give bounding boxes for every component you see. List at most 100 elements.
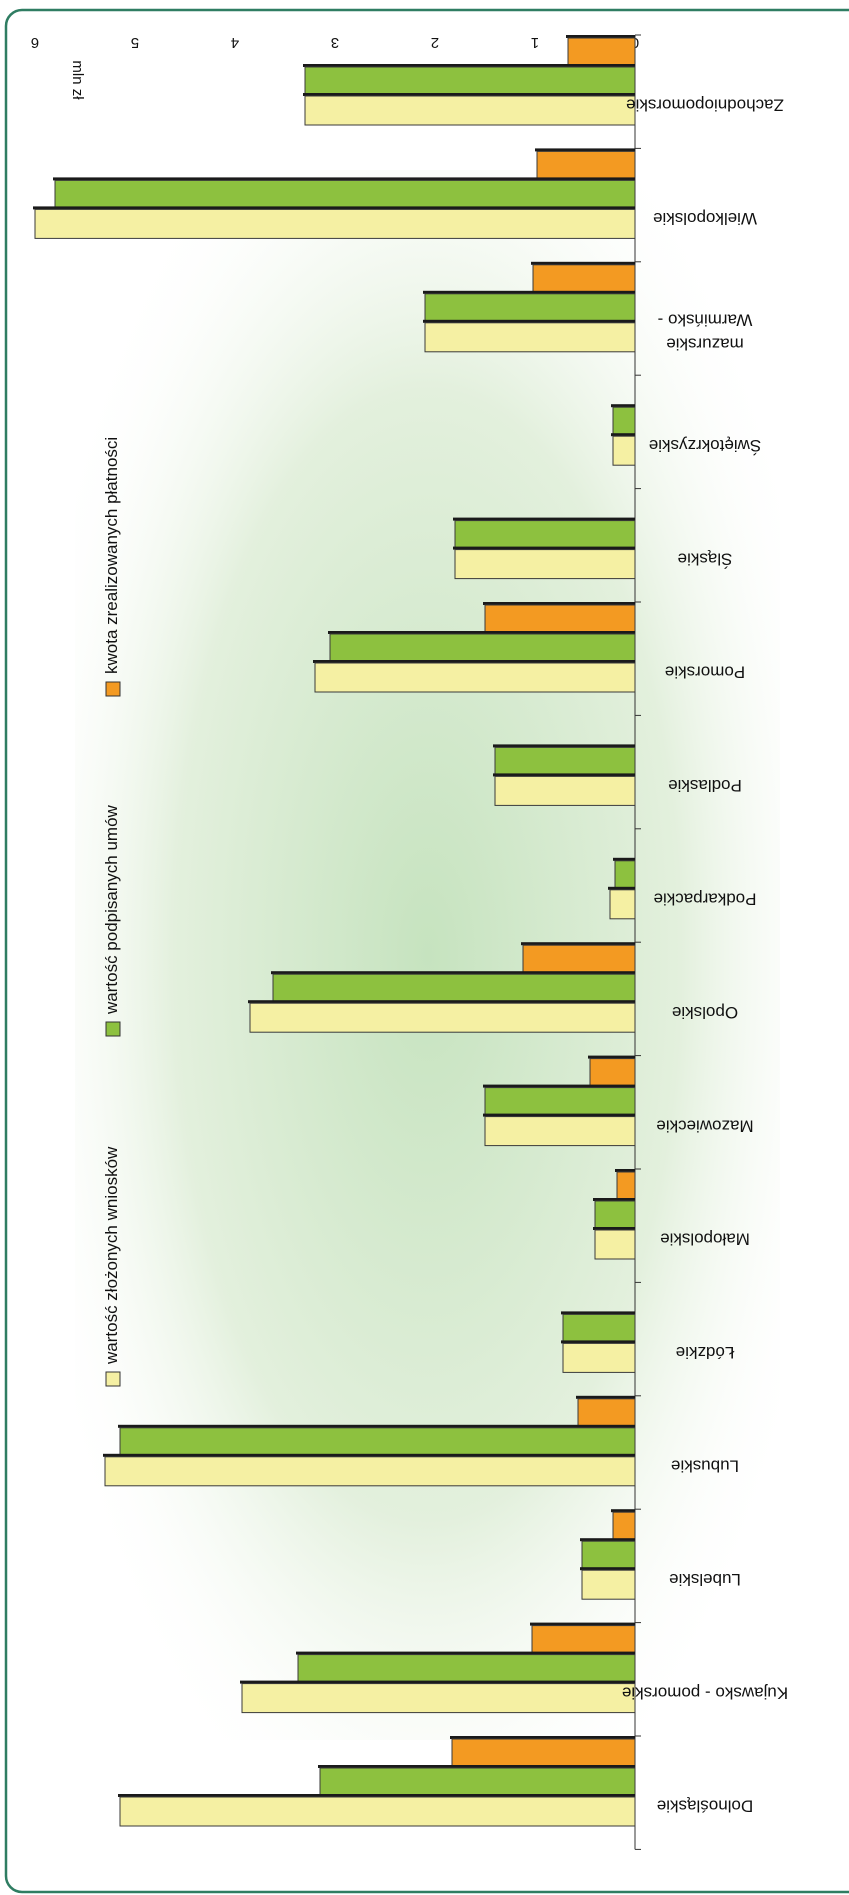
bar (532, 264, 636, 295)
bar-shadow (531, 261, 635, 265)
bar (319, 1767, 636, 1798)
bar (567, 37, 636, 68)
legend-swatch (105, 1021, 121, 1037)
category-label: Warmińsko - (658, 311, 753, 330)
bar (562, 1342, 636, 1373)
bar-shadow (493, 744, 635, 748)
bar-shadow (611, 433, 635, 437)
bar (522, 944, 636, 975)
bar (484, 1116, 636, 1147)
category-label: Pomorskie (665, 663, 745, 682)
category-label: Dolnośląskie (657, 1797, 753, 1816)
category-label: Mazowieckie (656, 1116, 753, 1135)
bar-shadow (561, 1311, 635, 1315)
bar (612, 406, 636, 437)
bar (241, 1683, 636, 1714)
bar (616, 1171, 636, 1202)
category-label: Wielkopolskie (653, 209, 757, 228)
bar (494, 746, 636, 777)
bar-shadow (561, 1340, 635, 1344)
bar (612, 1511, 636, 1542)
category-label: Łódzkie (676, 1343, 735, 1362)
bar (577, 1398, 636, 1429)
bar-shadow (483, 1084, 635, 1088)
bar-shadow (580, 1538, 635, 1542)
bar (581, 1540, 636, 1571)
bar-shadow (453, 546, 635, 550)
bar (589, 1058, 636, 1089)
category-label: Lubuskie (671, 1457, 739, 1476)
category-label: Podkarpackie (653, 890, 756, 909)
bar-shadow (580, 1567, 635, 1571)
bar (54, 179, 636, 210)
bar (249, 1002, 636, 1033)
bar-shadow (521, 942, 635, 946)
bar (484, 604, 636, 635)
legend-swatch (105, 1371, 121, 1387)
bar-shadow (530, 1622, 635, 1626)
legend-label: wartość podpisanych umów (102, 804, 121, 1015)
bar-shadow (53, 177, 635, 181)
x-tick-label: 4 (231, 34, 239, 51)
bar-shadow (535, 148, 635, 152)
plot-background (75, 170, 780, 1740)
bar (304, 95, 636, 126)
bar-shadow (593, 1227, 635, 1230)
bar (594, 1200, 636, 1231)
category-label: Lubelskie (669, 1570, 741, 1589)
bar-shadow (248, 1000, 635, 1004)
bar (581, 1569, 636, 1600)
bar-shadow (118, 1794, 635, 1797)
bar-shadow (588, 1055, 635, 1059)
bar-shadow (271, 971, 635, 975)
bar-shadow (453, 517, 635, 521)
bar (612, 435, 636, 466)
bar-shadow (613, 857, 635, 861)
bar-shadow (615, 1169, 635, 1172)
bar-shadow (483, 1113, 635, 1117)
bar (614, 860, 636, 891)
bar (451, 1738, 636, 1769)
bar (119, 1796, 636, 1827)
bar (119, 1427, 636, 1458)
bar (484, 1087, 636, 1118)
legend-swatch (105, 681, 121, 697)
bar-shadow (240, 1680, 635, 1684)
bar-shadow (33, 206, 635, 210)
bar (454, 549, 636, 580)
bar-shadow (611, 1509, 635, 1513)
bar-shadow (318, 1765, 635, 1768)
bar (454, 520, 636, 551)
category-label: Małopolskie (660, 1230, 750, 1249)
bar (609, 889, 636, 920)
category-label: Kujawsko - pomorskie (622, 1683, 788, 1702)
category-label: Śląskie (678, 549, 733, 568)
bar-shadow (611, 404, 635, 408)
bar (304, 66, 636, 97)
bar (314, 662, 636, 693)
legend-label: kwota zrealizowanych płatności (102, 437, 121, 674)
category-label: Opolskie (672, 1003, 738, 1022)
bar-shadow (118, 1424, 635, 1428)
bar (531, 1625, 636, 1656)
category-label: mazurskie (666, 335, 743, 354)
x-tick-label: 3 (331, 34, 339, 51)
bar-shadow (608, 886, 635, 890)
bar (536, 150, 636, 181)
bar-shadow (566, 35, 635, 38)
bar-shadow (423, 290, 635, 294)
bar (104, 1456, 636, 1487)
x-tick-label: 1 (531, 34, 539, 51)
bar-shadow (303, 93, 635, 96)
bar (494, 775, 636, 806)
category-label: Świętokrzyskie (649, 436, 761, 455)
bar-shadow (423, 319, 635, 323)
x-tick-label: 2 (431, 34, 439, 51)
bar (594, 1229, 636, 1260)
bar-shadow (313, 660, 635, 663)
bar-shadow (593, 1198, 635, 1201)
x-tick-label: 5 (131, 34, 139, 51)
unit-label: mln zł (69, 60, 86, 100)
bar-shadow (576, 1395, 635, 1399)
